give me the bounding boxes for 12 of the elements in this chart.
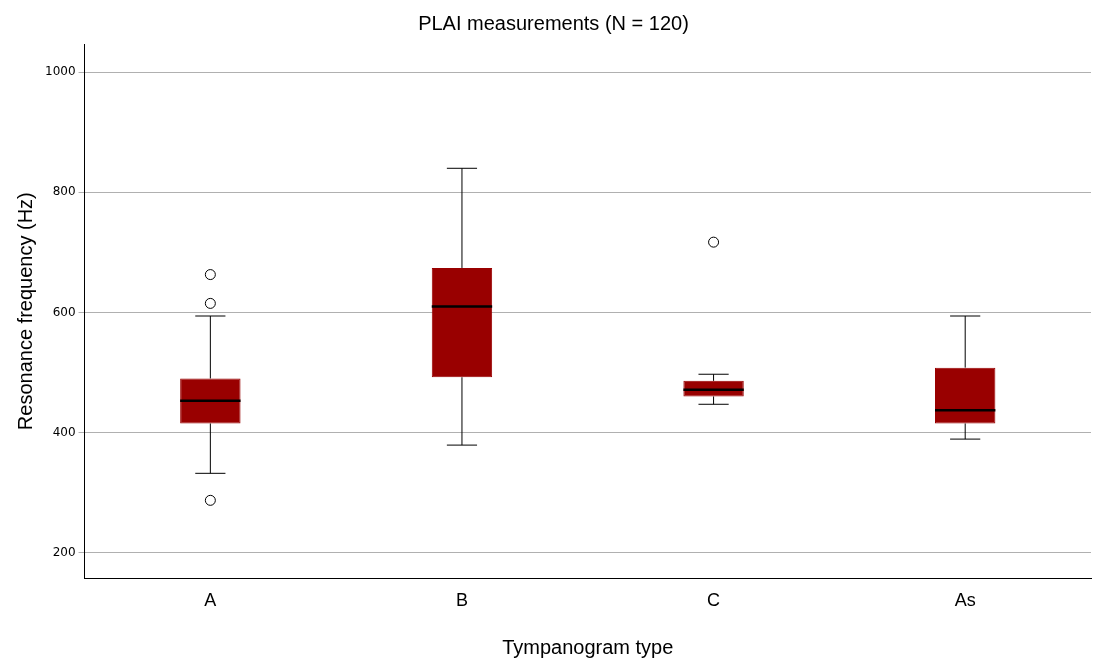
chart-title: PLAI measurements (N = 120) <box>418 11 689 34</box>
y-tick-label: 200 <box>52 544 76 559</box>
y-axis-title: Resonance frequency (Hz) <box>13 192 36 431</box>
y-tick-label: 1000 <box>44 64 76 79</box>
y-tick-label: 400 <box>52 424 76 439</box>
x-tick-label: B <box>455 590 468 611</box>
y-tick-label: 600 <box>52 304 76 319</box>
x-tick-label: As <box>954 590 976 611</box>
x-tick-label: C <box>707 590 721 611</box>
x-axis-title: Tympanogram type <box>502 635 674 658</box>
x-tick-label: A <box>204 590 217 611</box>
y-tick-label: 800 <box>52 184 76 199</box>
